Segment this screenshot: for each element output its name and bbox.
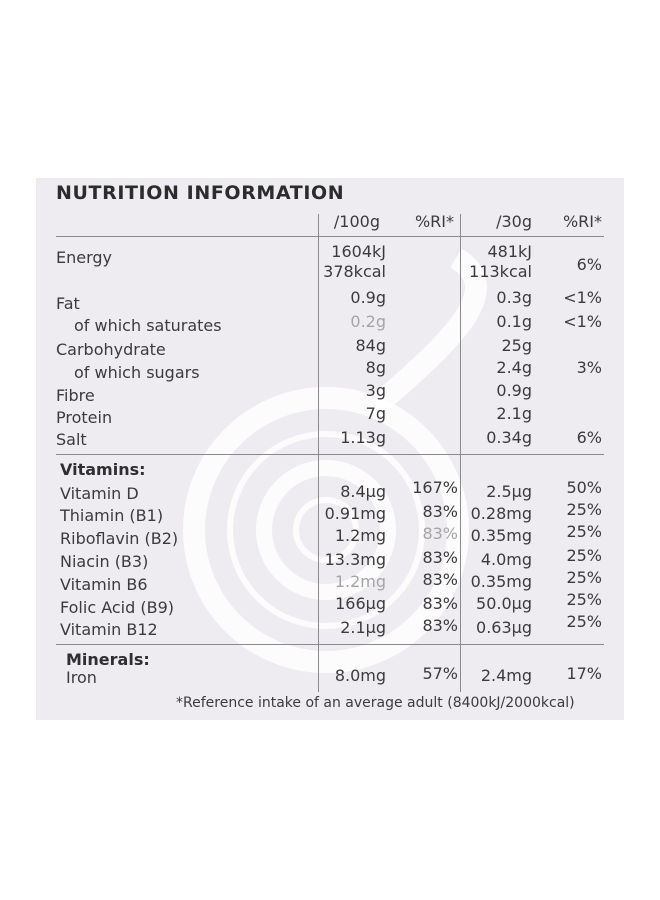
section-divider-minerals xyxy=(56,644,604,645)
vitamin-ri-100g: 83% xyxy=(422,548,458,567)
nutrient-label-energy: Energy xyxy=(56,248,113,267)
nutrient-value-30g: 481kJ xyxy=(487,242,532,261)
vitamin-ri-100g: 167% xyxy=(412,478,458,497)
vitamin-label: Niacin (B3) xyxy=(60,552,149,571)
nutrient-value-30g: 25g xyxy=(501,336,532,355)
vitamin-value-100g: 2.1µg xyxy=(340,618,386,637)
nutrient-value-30g: 0.1g xyxy=(496,312,532,331)
vitamin-ri-100g: 83% xyxy=(422,616,458,635)
vitamin-ri-30g: 25% xyxy=(566,500,602,519)
vitamin-value-30g: 50.0µg xyxy=(476,594,532,613)
nutrient-value-100g: 84g xyxy=(355,336,386,355)
footnote: *Reference intake of an average adult (8… xyxy=(176,695,575,711)
header-divider xyxy=(56,236,604,237)
section-divider-vitamins xyxy=(56,454,604,455)
nutrient-label-fibre: Fibre xyxy=(56,386,95,405)
mineral-value-100g: 8.0mg xyxy=(334,666,386,685)
nutrient-label-protein: Protein xyxy=(56,408,113,427)
vitamin-value-100g: 0.91mg xyxy=(324,504,386,523)
column-divider-1 xyxy=(318,214,319,692)
vitamin-value-100g: 166µg xyxy=(335,594,386,613)
header-ri-100g: %RI* xyxy=(414,212,454,231)
vitamin-label: Folic Acid (B9) xyxy=(60,598,174,617)
vitamin-ri-30g: 25% xyxy=(566,568,602,587)
mineral-ri-30g: 17% xyxy=(566,664,602,683)
nutrient-value-30g: 113kcal xyxy=(469,262,532,281)
vitamin-value-30g: 0.35mg xyxy=(470,572,532,591)
nutrient-value-30g: 0.3g xyxy=(496,288,532,307)
nutrient-value-100g: 0.9g xyxy=(350,288,386,307)
nutrient-ri-30g: 6% xyxy=(576,428,602,447)
nutrient-value-100g: 1604kJ xyxy=(331,242,386,261)
mineral-value-30g: 2.4mg xyxy=(480,666,532,685)
nutrient-value-100g: 0.2g xyxy=(350,312,386,331)
vitamin-label: Riboflavin (B2) xyxy=(60,529,179,548)
nutrient-ri-30g: 6% xyxy=(576,255,602,274)
nutrient-value-100g: 8g xyxy=(365,358,386,377)
header-per-100g: /100g xyxy=(333,212,380,231)
nutrient-label-carbohydrate: Carbohydrate xyxy=(56,340,166,359)
vitamin-label: Vitamin D xyxy=(60,484,139,503)
nutrient-value-30g: 2.1g xyxy=(496,404,532,423)
nutrient-label-fat: Fat xyxy=(56,294,80,313)
vitamin-ri-100g: 83% xyxy=(422,594,458,613)
mineral-label-iron: Iron xyxy=(66,668,97,687)
vitamin-ri-100g: 83% xyxy=(422,502,458,521)
nutrient-value-30g: 0.9g xyxy=(496,381,532,400)
vitamin-value-100g: 8.4µg xyxy=(340,482,386,501)
nutrient-value-100g: 3g xyxy=(365,381,386,400)
nutrient-value-100g: 1.13g xyxy=(340,428,386,447)
vitamin-value-100g: 1.2mg xyxy=(334,526,386,545)
nutrient-ri-30g: 3% xyxy=(576,358,602,377)
vitamin-ri-100g: 83% xyxy=(422,524,458,543)
column-divider-2 xyxy=(460,214,461,692)
vitamin-value-30g: 2.5µg xyxy=(486,482,532,501)
vitamin-label: Vitamin B6 xyxy=(60,575,148,594)
vitamin-ri-30g: 25% xyxy=(566,612,602,631)
nutrient-value-100g: 7g xyxy=(365,404,386,423)
vitamin-value-100g: 13.3mg xyxy=(324,550,386,569)
nutrient-ri-30g: <1% xyxy=(563,288,602,307)
nutrient-value-30g: 2.4g xyxy=(496,358,532,377)
nutrition-panel: NUTRITION INFORMATION /100g %RI* /30g %R… xyxy=(36,178,624,720)
vitamin-value-30g: 0.63µg xyxy=(476,618,532,637)
vitamin-value-30g: 0.35mg xyxy=(470,526,532,545)
header-ri-30g: %RI* xyxy=(562,212,602,231)
vitamin-ri-30g: 25% xyxy=(566,590,602,609)
vitamin-ri-30g: 25% xyxy=(566,522,602,541)
nutrient-value-30g: 0.34g xyxy=(486,428,532,447)
vitamin-label: Vitamin B12 xyxy=(60,620,158,639)
vitamin-value-30g: 0.28mg xyxy=(470,504,532,523)
vitamin-value-100g: 1.2mg xyxy=(334,572,386,591)
vitamin-value-30g: 4.0mg xyxy=(480,550,532,569)
header-per-30g: /30g xyxy=(496,212,532,231)
minerals-heading: Minerals: xyxy=(66,650,150,669)
nutrient-value-100g: 378kcal xyxy=(323,262,386,281)
nutrition-title: NUTRITION INFORMATION xyxy=(56,182,345,204)
nutrient-label-sugars: of which sugars xyxy=(74,363,200,382)
vitamin-ri-30g: 50% xyxy=(566,478,602,497)
nutrient-ri-30g: <1% xyxy=(563,312,602,331)
vitamin-label: Thiamin (B1) xyxy=(60,506,164,525)
vitamin-ri-30g: 25% xyxy=(566,546,602,565)
mineral-ri-100g: 57% xyxy=(422,664,458,683)
vitamins-heading: Vitamins: xyxy=(60,460,146,479)
vitamin-ri-100g: 83% xyxy=(422,570,458,589)
nutrient-label-saturates: of which saturates xyxy=(74,316,222,335)
nutrient-label-salt: Salt xyxy=(56,430,87,449)
